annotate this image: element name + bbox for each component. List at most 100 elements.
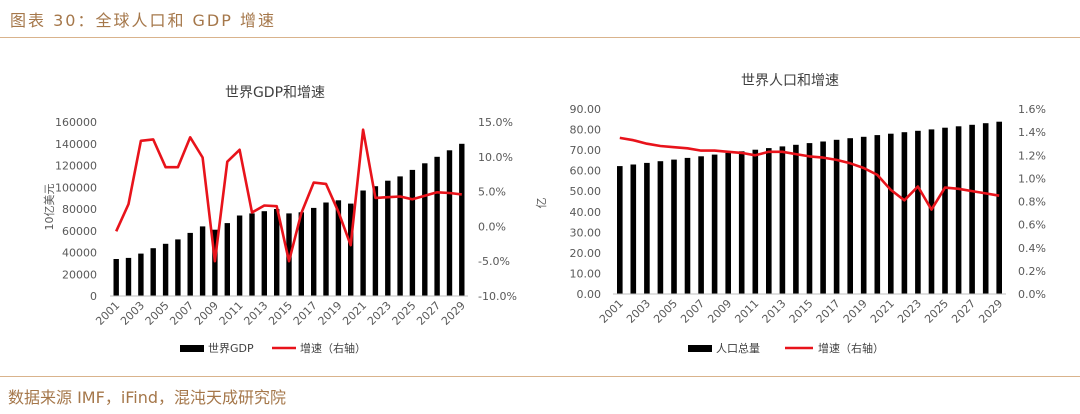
x-tick-label: 2013 (241, 299, 270, 328)
bar (955, 126, 962, 294)
right-tick-label: 1.4% (1018, 126, 1046, 139)
bar (928, 129, 935, 294)
right-tick-label: 10.0% (478, 151, 513, 164)
bar (162, 243, 169, 296)
left-tick-label: 100000 (55, 181, 97, 194)
bar (874, 135, 881, 294)
x-tick-label: 2005 (143, 299, 172, 328)
population-x-tick-labels: 2001200320052007200920112013201520172019… (597, 297, 1005, 326)
bar (348, 203, 354, 296)
x-tick-label: 2001 (93, 299, 122, 328)
bar (274, 209, 280, 296)
bar (901, 132, 908, 294)
bar (249, 213, 255, 296)
bar (150, 248, 156, 296)
x-tick-label: 2003 (118, 299, 147, 328)
x-tick-label: 2011 (217, 299, 246, 328)
left-tick-label: 20.00 (570, 247, 602, 260)
bar (286, 213, 292, 296)
right-tick-label: -5.0% (478, 255, 510, 268)
right-tick-label: 1.6% (1018, 103, 1046, 116)
bar (888, 133, 894, 294)
bar (711, 154, 718, 294)
gdp-bars (113, 143, 465, 297)
left-tick-label: 140000 (55, 138, 97, 151)
population-chart-title: 世界人口和增速 (741, 73, 839, 89)
bar (982, 123, 989, 294)
x-tick-label: 2023 (895, 297, 924, 326)
gdp-legend-bar-label: 世界GDP (208, 342, 254, 355)
source-note: 数据来源 IMF，iFind，混沌天成研究院 (8, 388, 287, 407)
x-tick-label: 2017 (814, 297, 843, 326)
bar (409, 169, 416, 296)
population-legend-bar-swatch (688, 345, 712, 352)
bar (820, 141, 826, 294)
bar (261, 211, 267, 296)
right-tick-label: 5.0% (478, 186, 506, 199)
gdp-y-axis-label: 10亿美元 (43, 184, 56, 231)
bar (779, 146, 786, 294)
left-tick-label: 120000 (55, 160, 97, 173)
population-growth-line (619, 136, 1000, 211)
x-tick-label: 2015 (787, 297, 816, 326)
left-tick-label: 0.00 (577, 288, 602, 301)
x-tick-label: 2019 (316, 299, 345, 328)
left-tick-label: 60.00 (570, 165, 602, 178)
right-tick-label: 0.8% (1018, 196, 1046, 209)
right-tick-label: 15.0% (478, 116, 513, 129)
bar (793, 144, 799, 294)
gdp-chart-title: 世界GDP和增速 (225, 85, 325, 101)
bar (752, 149, 759, 294)
right-tick-label: 0.0% (478, 220, 506, 233)
bar (644, 162, 650, 294)
bar (738, 151, 745, 294)
bar (372, 186, 379, 296)
bar (684, 157, 691, 294)
bar (630, 164, 637, 294)
x-tick-label: 2009 (192, 299, 221, 328)
bar (446, 150, 453, 296)
gdp-left-tick-labels: 0 20000 40000 60000 80000 100000 120000 140000 1… (55, 116, 97, 303)
bar (725, 153, 731, 294)
bar (806, 143, 813, 294)
population-bars (617, 121, 1002, 295)
bar (311, 207, 317, 296)
x-tick-label: 2019 (841, 297, 870, 326)
right-tick-label: 0.2% (1018, 265, 1046, 278)
left-tick-label: 30.00 (570, 226, 602, 239)
x-tick-label: 2029 (439, 299, 468, 328)
bar (224, 223, 230, 296)
left-tick-label: 90.00 (570, 103, 602, 116)
x-tick-label: 2021 (340, 299, 369, 328)
bar (212, 229, 218, 296)
gdp-legend: 世界GDP 增速（右轴） (180, 341, 366, 355)
x-tick-label: 2023 (365, 299, 394, 328)
bar (459, 143, 465, 297)
bar (323, 202, 329, 296)
bar (671, 159, 677, 294)
bar (187, 232, 193, 296)
left-tick-label: 80.00 (570, 124, 602, 137)
left-tick-label: 40000 (62, 247, 97, 260)
x-tick-label: 2025 (390, 299, 419, 328)
population-legend-line-label: 增速（右轴） (818, 341, 884, 355)
top-divider (0, 37, 1080, 38)
population-right-tick-labels: 0.0% 0.2% 0.4% 0.6% 0.8% 1.0% 1.2% 1.4% 1.6% (1018, 103, 1046, 301)
right-tick-label: 0.4% (1018, 242, 1046, 255)
bar (335, 200, 342, 296)
bar (657, 161, 664, 294)
x-tick-label: 2017 (291, 299, 320, 328)
bar (236, 215, 243, 296)
right-tick-label: -10.0% (478, 290, 517, 303)
x-tick-label: 2007 (167, 299, 196, 328)
bottom-divider (0, 376, 1080, 377)
gdp-right-tick-labels: -10.0% -5.0% 0.0% 5.0% 10.0% 15.0% (478, 116, 517, 303)
right-tick-label: 1.0% (1018, 172, 1046, 185)
gdp-growth-line (115, 128, 462, 263)
left-tick-label: 0 (90, 290, 97, 303)
right-tick-label: 1.2% (1018, 149, 1046, 162)
gdp-chart: 世界GDP和增速 10亿美元 0 20000 40000 60000 80000 1000… (43, 85, 517, 355)
bar (617, 166, 623, 294)
bar (698, 156, 704, 294)
